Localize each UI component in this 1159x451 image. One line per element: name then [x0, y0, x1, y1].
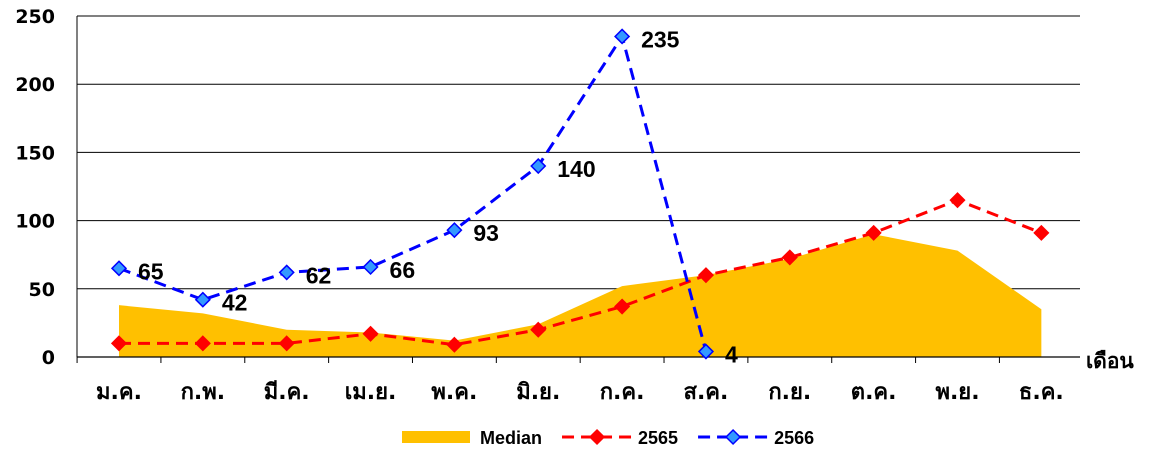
data-label-2566-3: 66: [390, 257, 416, 283]
y-tick-label: 150: [15, 142, 55, 164]
point-2565-6: [614, 298, 631, 315]
point-2565-5: [530, 321, 547, 338]
y-tick-label: 250: [15, 6, 55, 28]
legend-label-Median: Median: [480, 428, 542, 448]
data-label-2566-7: 4: [725, 342, 738, 368]
x-tick-label: ธ.ค.: [1019, 380, 1064, 405]
point-2566-0: [110, 260, 128, 277]
data-label-2566-6: 235: [641, 26, 680, 52]
point-2565-7: [697, 267, 715, 284]
x-tick-label: ต.ค.: [851, 380, 897, 405]
point-2565-10: [949, 192, 966, 209]
x-tick-label: ม.ค.: [96, 380, 142, 405]
legend-swatch-Median: [402, 431, 470, 443]
y-tick-label: 0: [42, 347, 55, 369]
x-tick-label: มี.ค.: [264, 380, 310, 405]
x-tick-label: พ.ค.: [431, 380, 477, 405]
x-tick-label: ก.ค.: [600, 380, 645, 405]
legend-marker-2566: [725, 428, 742, 446]
point-2565-1: [194, 335, 211, 352]
y-tick-label: 100: [15, 211, 55, 233]
median-area: [119, 234, 1042, 357]
x-tick-label: พ.ย.: [935, 380, 979, 405]
point-2565-9: [865, 224, 882, 241]
point-2565-11: [1033, 224, 1050, 241]
data-label-2566-5: 140: [557, 156, 595, 182]
legend-label-2565: 2565: [638, 428, 678, 448]
data-label-2566-4: 93: [473, 220, 499, 246]
x-tick-label: ก.พ.: [181, 380, 226, 405]
x-tick-label: ส.ค.: [684, 380, 729, 405]
point-2565-2: [278, 335, 295, 352]
point-2565-3: [362, 325, 379, 342]
point-2566-6: [614, 28, 631, 45]
legend-marker-2565: [588, 428, 606, 446]
data-label-2566-1: 42: [222, 290, 248, 316]
data-label-2566-0: 65: [138, 258, 164, 284]
x-tick-label: ก.ย.: [768, 380, 811, 405]
point-2566-4: [446, 222, 463, 239]
point-2566-7: [697, 343, 715, 360]
point-2565-4: [446, 336, 463, 353]
point-2566-5: [530, 157, 547, 175]
x-tick-label: มิ.ย.: [516, 380, 560, 405]
point-2566-3: [362, 258, 379, 276]
x-axis-title: เดือน: [1086, 349, 1134, 373]
data-label-2566-2: 62: [306, 262, 332, 288]
legend-label-2566: 2566: [774, 428, 814, 448]
y-tick-label: 50: [29, 279, 55, 301]
series-line-2566: [118, 34, 708, 352]
point-2566-2: [278, 264, 295, 281]
point-2565-8: [781, 249, 798, 266]
x-tick-label: เม.ย.: [345, 380, 397, 405]
point-2565-0: [110, 335, 128, 352]
point-2566-1: [194, 291, 211, 308]
y-tick-label: 200: [15, 74, 55, 96]
series-line-2565: [119, 198, 1042, 347]
